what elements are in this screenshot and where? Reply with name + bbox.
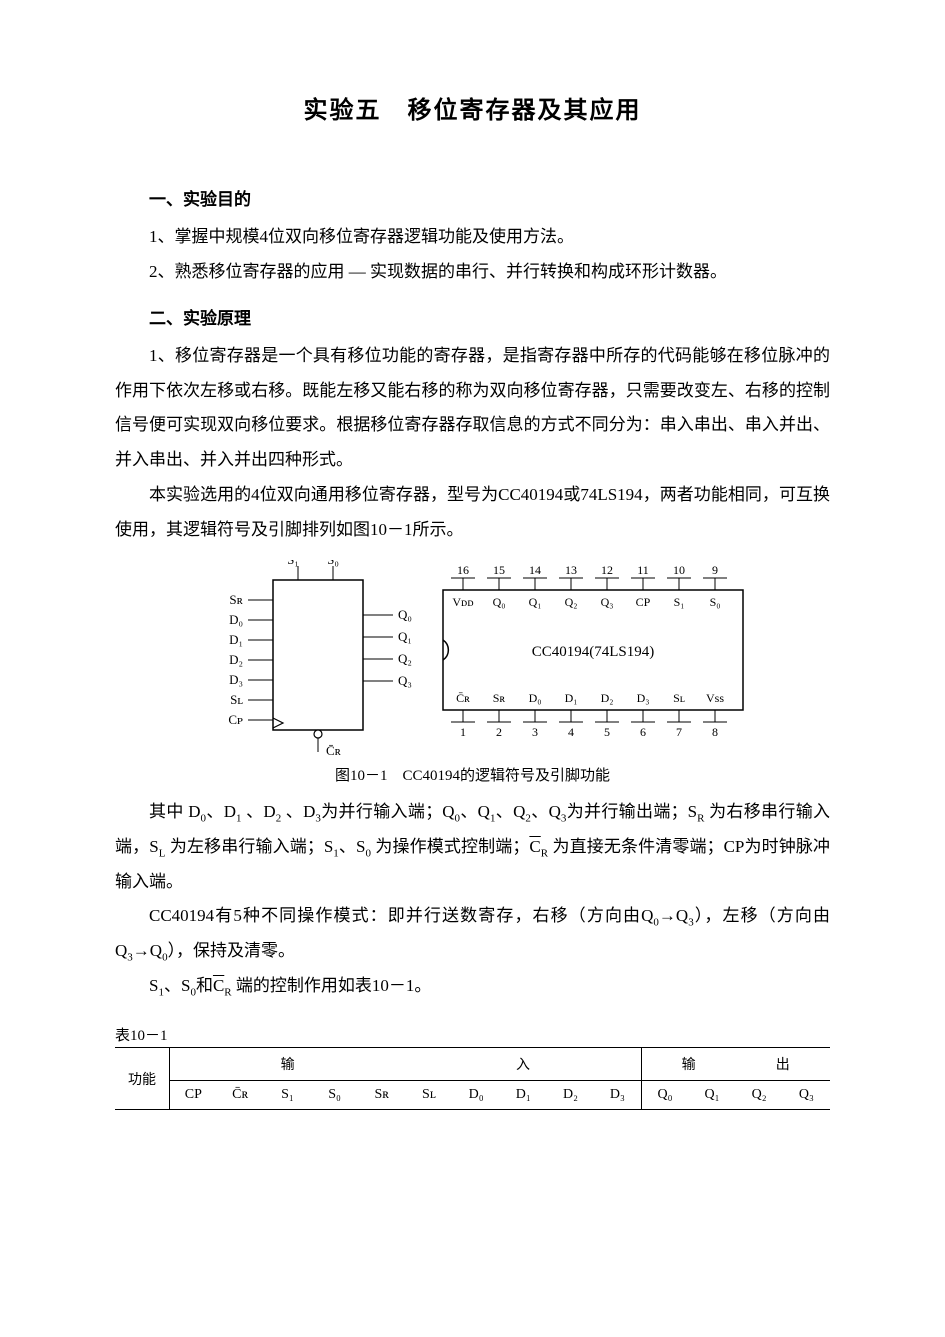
th-CP: CP [170,1081,217,1110]
svg-text:D₂: D₂ [600,691,613,705]
svg-text:15: 15 [493,563,505,577]
svg-text:D₀: D₀ [528,691,541,705]
th-in2: 入 [405,1048,641,1081]
document-page: 实验五 移位寄存器及其应用 一、实验目的 1、掌握中规模4位双向移位寄存器逻辑功… [0,0,945,1337]
th-D₃: D₃ [594,1081,641,1110]
th-Q₁: Q₁ [688,1081,735,1110]
svg-text:2: 2 [496,725,502,739]
svg-text:Q₀: Q₀ [492,595,505,609]
th-Q₂: Q₂ [736,1081,783,1110]
svg-text:Vss: Vss [705,691,723,705]
svg-text:3: 3 [532,725,538,739]
th-Q₃: Q₃ [783,1081,830,1110]
svg-text:Sʟ: Sʟ [673,691,685,705]
truth-table: 功能 输 入 输 出 CPC̄ʀS₁S₀SʀSʟD₀D₁D₂D₃Q₀Q₁Q₂Q₃ [115,1047,830,1110]
svg-text:Q₂: Q₂ [398,651,412,666]
svg-text:Cᴘ: Cᴘ [228,712,243,727]
svg-text:13: 13 [565,563,577,577]
svg-text:Q₁: Q₁ [528,595,541,609]
s2-p1: 1、移位寄存器是一个具有移位功能的寄存器，是指寄存器中所存的代码能够在移位脉冲的… [115,339,830,478]
svg-text:S₀: S₀ [709,595,720,609]
svg-text:D₃: D₃ [636,691,649,705]
th-C̄ʀ: C̄ʀ [217,1081,264,1110]
svg-text:12: 12 [601,563,613,577]
svg-text:C̄ʀ: C̄ʀ [456,691,470,705]
section-2-heading: 二、实验原理 [115,304,830,329]
svg-text:D₁: D₁ [564,691,577,705]
pin-s1: S₁ [287,560,299,567]
s2-p3: 其中 D0、D1 、D2 、D3为并行输入端；Q0、Q1、Q2、Q3为并行输出端… [115,795,830,900]
svg-text:11: 11 [637,563,649,577]
s2-p2: 本实验选用的4位双向通用移位寄存器，型号为CC40194或74LS194，两者功… [115,478,830,548]
th-D₂: D₂ [547,1081,594,1110]
svg-text:S₁: S₁ [673,595,684,609]
svg-text:Sʀ: Sʀ [229,592,243,607]
svg-text:10: 10 [673,563,685,577]
svg-text:4: 4 [568,725,574,739]
s2-p4: CC40194有5种不同操作模式：即并行送数寄存，右移（方向由Q0→Q3），左移… [115,899,830,969]
page-title: 实验五 移位寄存器及其应用 [115,90,830,125]
pin-s0: S₀ [327,560,339,567]
svg-text:9: 9 [712,563,718,577]
svg-text:CP: CP [635,595,650,609]
svg-text:Q₃: Q₃ [398,673,412,688]
svg-text:6: 6 [640,725,646,739]
diagram-caption: 图10－1 CC40194的逻辑符号及引脚功能 [115,764,830,785]
svg-text:D₂: D₂ [229,652,243,667]
th-D₁: D₁ [500,1081,547,1110]
s1-p1: 1、掌握中规模4位双向移位寄存器逻辑功能及使用方法。 [115,220,830,255]
svg-text:Q₀: Q₀ [398,607,412,622]
svg-text:16: 16 [457,563,469,577]
svg-text:Q₁: Q₁ [398,629,412,644]
diagram-svg: S₁ S₀ Sʀ D₀ D₁ D₂ D₃ Sʟ Cᴘ Q₀ Q₁ Q₂ Q₃ C̄ʀ CC4019… [193,560,753,760]
svg-text:1: 1 [460,725,466,739]
th-func: 功能 [115,1048,170,1110]
table-group-row: 功能 输 入 输 出 [115,1048,830,1081]
th-out: 输 [641,1048,735,1081]
pin-cr: C̄ʀ [326,743,342,758]
th-Sʀ: Sʀ [358,1081,405,1110]
svg-text:14: 14 [529,563,541,577]
th-out2: 出 [736,1048,830,1081]
svg-text:D₃: D₃ [229,672,243,687]
svg-text:D₀: D₀ [229,612,243,627]
th-Q₀: Q₀ [641,1081,688,1110]
th-S₁: S₁ [264,1081,311,1110]
svg-text:Q₃: Q₃ [600,595,613,609]
table-label: 表10－1 [115,1024,830,1045]
s2-p5: S1、S0和CR 端的控制作用如表10－1。 [115,969,830,1004]
logic-diagram: S₁ S₀ Sʀ D₀ D₁ D₂ D₃ Sʟ Cᴘ Q₀ Q₁ Q₂ Q₃ C̄ʀ CC4019… [115,560,830,760]
s1-p2: 2、熟悉移位寄存器的应用 — 实现数据的串行、并行转换和构成环形计数器。 [115,255,830,290]
svg-text:7: 7 [676,725,682,739]
svg-text:D₁: D₁ [229,632,243,647]
th-S₀: S₀ [311,1081,358,1110]
th-in: 输 [170,1048,406,1081]
th-D₀: D₀ [453,1081,500,1110]
th-Sʟ: Sʟ [405,1081,452,1110]
svg-text:Sʀ: Sʀ [492,691,505,705]
svg-text:Vᴅᴅ: Vᴅᴅ [452,595,473,609]
chip-label: CC40194(74LS194) [531,644,654,660]
table-col-row: CPC̄ʀS₁S₀SʀSʟD₀D₁D₂D₃Q₀Q₁Q₂Q₃ [115,1081,830,1110]
svg-text:Sʟ: Sʟ [230,692,243,707]
svg-text:8: 8 [712,725,718,739]
section-1-heading: 一、实验目的 [115,185,830,210]
svg-text:Q₂: Q₂ [564,595,577,609]
svg-text:5: 5 [604,725,610,739]
